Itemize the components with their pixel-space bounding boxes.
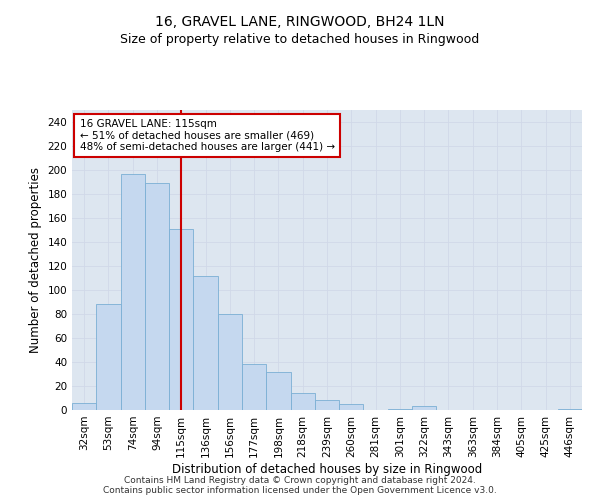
Bar (145, 183, 169, 410)
Bar (96, 304, 121, 410)
Bar (121, 174, 145, 410)
Bar (290, 393, 315, 410)
Text: Size of property relative to detached houses in Ringwood: Size of property relative to detached ho… (121, 32, 479, 46)
Bar (169, 229, 193, 410)
Y-axis label: Number of detached properties: Number of detached properties (29, 167, 42, 353)
Text: Contains HM Land Registry data © Crown copyright and database right 2024.
Contai: Contains HM Land Registry data © Crown c… (103, 476, 497, 495)
Bar (558, 409, 582, 410)
Bar (315, 400, 339, 410)
Text: 16, GRAVEL LANE, RINGWOOD, BH24 1LN: 16, GRAVEL LANE, RINGWOOD, BH24 1LN (155, 15, 445, 29)
Bar (242, 364, 266, 410)
Bar (72, 403, 96, 410)
Bar (412, 406, 436, 410)
Bar (193, 276, 218, 410)
Bar (339, 404, 364, 410)
Text: 16 GRAVEL LANE: 115sqm
← 51% of detached houses are smaller (469)
48% of semi-de: 16 GRAVEL LANE: 115sqm ← 51% of detached… (80, 119, 335, 152)
Bar (266, 372, 290, 410)
Bar (218, 314, 242, 410)
Bar (388, 409, 412, 410)
X-axis label: Distribution of detached houses by size in Ringwood: Distribution of detached houses by size … (172, 462, 482, 475)
